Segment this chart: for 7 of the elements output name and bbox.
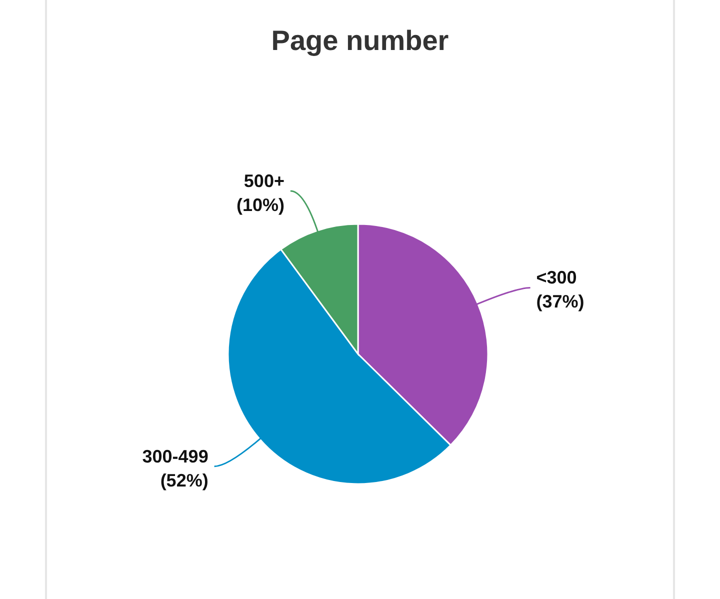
data-label: (37%) xyxy=(536,292,584,312)
slice-label: 500+ xyxy=(244,170,284,191)
slice-label: 300-499 xyxy=(142,446,208,466)
data-label: (10%) xyxy=(236,194,284,215)
slice-label: <300 xyxy=(536,268,577,288)
data-label: (52%) xyxy=(160,470,208,490)
chart-title: Page number xyxy=(271,25,449,56)
